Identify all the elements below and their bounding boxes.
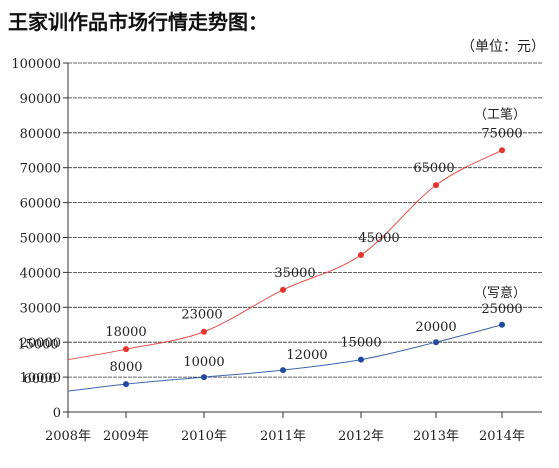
data-point (499, 147, 505, 154)
data-label: 15000 (17, 338, 58, 353)
data-point (123, 346, 129, 353)
series-name-label: （工笔） (474, 106, 526, 122)
data-point (433, 339, 439, 346)
data-point (433, 182, 439, 189)
data-point (280, 367, 286, 374)
x-tick-label: 2013年 (413, 429, 459, 444)
x-tick-label: 2008年 (45, 429, 91, 444)
data-point (201, 328, 207, 335)
data-label: 15000 (340, 336, 381, 351)
data-point (201, 374, 207, 381)
y-tick-label: 80000 (20, 127, 61, 142)
data-label: 18000 (105, 325, 146, 340)
x-tick-label: 2014年 (479, 429, 525, 444)
data-point (358, 251, 364, 258)
x-tick-label: 2010年 (181, 429, 227, 444)
data-label: 12000 (286, 348, 327, 363)
data-point (280, 286, 286, 293)
y-tick-label: 100000 (11, 57, 61, 72)
unit-label: （单位：元） (461, 39, 545, 55)
data-label: 75000 (481, 126, 522, 141)
y-tick-label: 60000 (20, 197, 61, 212)
y-tick-label: 50000 (20, 232, 61, 247)
series-name-label: （写意） (474, 285, 526, 301)
y-tick-label: 90000 (20, 92, 61, 107)
data-label: 45000 (358, 231, 399, 246)
y-tick-label: 10000 (20, 371, 61, 386)
y-tick-label: 0 (53, 406, 61, 421)
x-tick-label: 2012年 (338, 429, 384, 444)
data-label: 10000 (183, 355, 224, 370)
data-label: 23000 (181, 308, 222, 323)
data-point (358, 356, 364, 363)
y-tick-label: 40000 (20, 266, 61, 281)
data-label: 20000 (415, 320, 456, 335)
data-label: 8000 (109, 360, 142, 375)
x-tick-label: 2011年 (260, 429, 306, 444)
x-tick-label: 2009年 (103, 429, 149, 444)
data-label: 25000 (481, 302, 522, 317)
y-tick-label: 70000 (20, 162, 61, 177)
y-tick-label: 20000 (20, 336, 61, 351)
data-label: 6000 (23, 372, 56, 387)
data-point (123, 381, 129, 388)
y-tick-label: 30000 (20, 301, 61, 316)
chart-title: 王家训作品市场行情走势图： (8, 10, 268, 34)
data-point (499, 321, 505, 328)
data-label: 35000 (274, 266, 315, 281)
data-label: 65000 (413, 161, 454, 176)
